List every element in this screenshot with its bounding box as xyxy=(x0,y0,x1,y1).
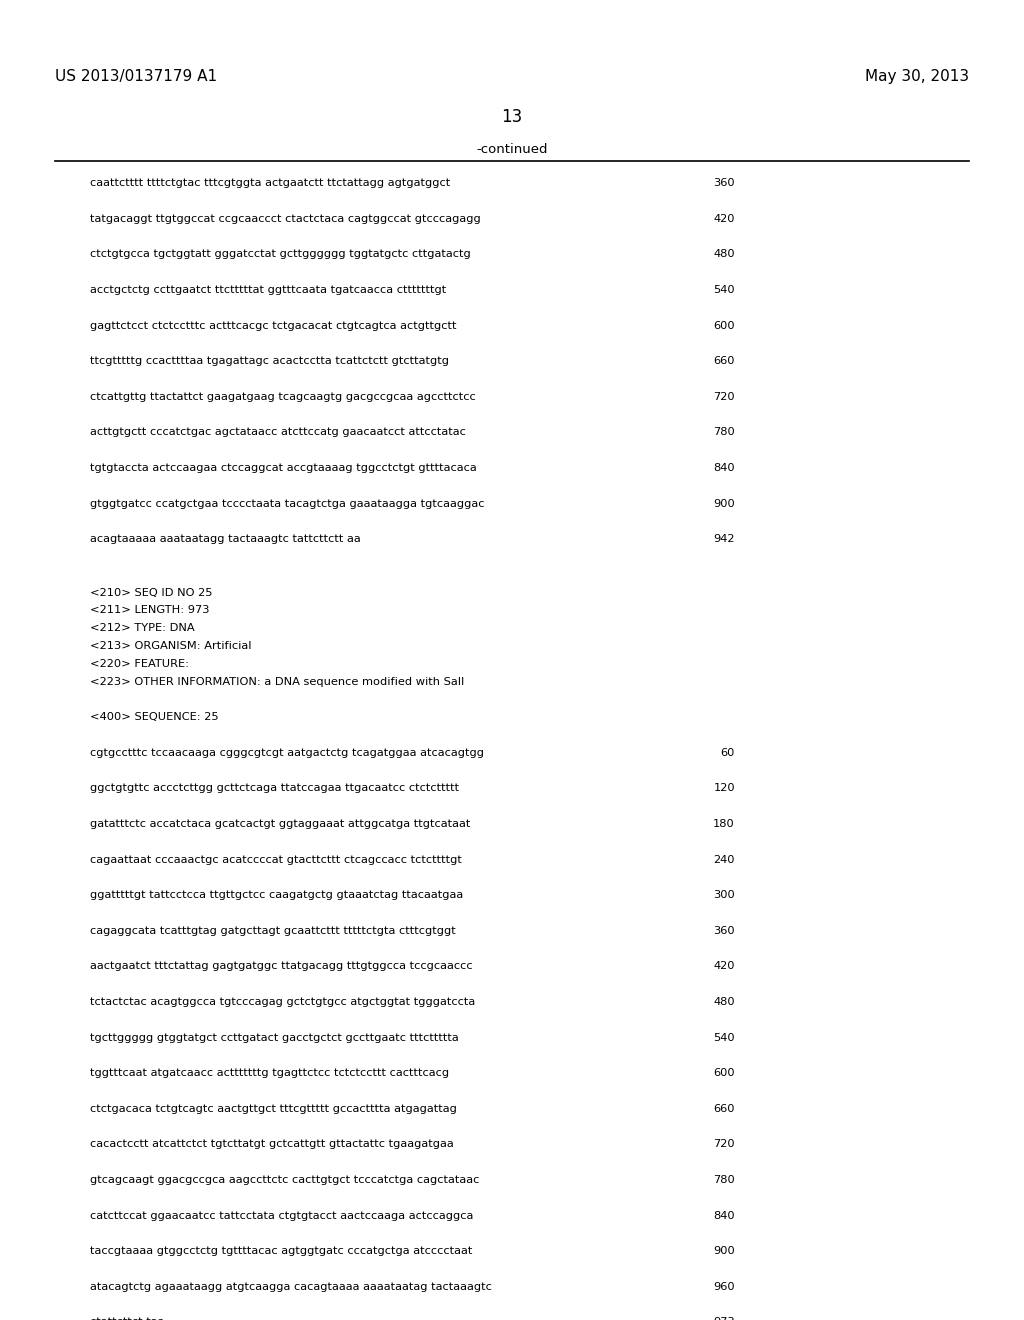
Text: ctattcttct taa: ctattcttct taa xyxy=(90,1317,165,1320)
Text: ctctgacaca tctgtcagtc aactgttgct tttcgttttt gccactttta atgagattag: ctctgacaca tctgtcagtc aactgttgct tttcgtt… xyxy=(90,1104,457,1114)
Text: acagtaaaaa aaataatagg tactaaagtc tattcttctt aa: acagtaaaaa aaataatagg tactaaagtc tattctt… xyxy=(90,535,360,544)
Text: US 2013/0137179 A1: US 2013/0137179 A1 xyxy=(55,69,217,83)
Text: 480: 480 xyxy=(714,249,735,260)
Text: acttgtgctt cccatctgac agctataacc atcttccatg gaacaatcct attcctatac: acttgtgctt cccatctgac agctataacc atcttcc… xyxy=(90,428,466,437)
Text: ggctgtgttc accctcttgg gcttctcaga ttatccagaa ttgacaatcc ctctcttttt: ggctgtgttc accctcttgg gcttctcaga ttatcca… xyxy=(90,783,459,793)
Text: 780: 780 xyxy=(714,428,735,437)
Text: 660: 660 xyxy=(714,356,735,366)
Text: catcttccat ggaacaatcc tattcctata ctgtgtacct aactccaaga actccaggca: catcttccat ggaacaatcc tattcctata ctgtgta… xyxy=(90,1210,473,1221)
Text: 60: 60 xyxy=(721,748,735,758)
Text: <210> SEQ ID NO 25: <210> SEQ ID NO 25 xyxy=(90,587,213,598)
Text: gagttctcct ctctcctttc actttcacgc tctgacacat ctgtcagtca actgttgctt: gagttctcct ctctcctttc actttcacgc tctgaca… xyxy=(90,321,457,330)
Text: <213> ORGANISM: Artificial: <213> ORGANISM: Artificial xyxy=(90,642,252,651)
Text: gtcagcaagt ggacgccgca aagccttctc cacttgtgct tcccatctga cagctataac: gtcagcaagt ggacgccgca aagccttctc cacttgt… xyxy=(90,1175,479,1185)
Text: 780: 780 xyxy=(714,1175,735,1185)
Text: 960: 960 xyxy=(714,1282,735,1292)
Text: 973: 973 xyxy=(714,1317,735,1320)
Text: 720: 720 xyxy=(714,392,735,401)
Text: ctcattgttg ttactattct gaagatgaag tcagcaagtg gacgccgcaa agccttctcc: ctcattgttg ttactattct gaagatgaag tcagcaa… xyxy=(90,392,476,401)
Text: tatgacaggt ttgtggccat ccgcaaccct ctactctaca cagtggccat gtcccagagg: tatgacaggt ttgtggccat ccgcaaccct ctactct… xyxy=(90,214,480,224)
Text: 900: 900 xyxy=(714,499,735,508)
Text: 900: 900 xyxy=(714,1246,735,1257)
Text: 240: 240 xyxy=(714,854,735,865)
Text: 13: 13 xyxy=(502,108,522,127)
Text: ctctgtgcca tgctggtatt gggatcctat gcttgggggg tggtatgctc cttgatactg: ctctgtgcca tgctggtatt gggatcctat gcttggg… xyxy=(90,249,471,260)
Text: ttcgtttttg ccacttttaa tgagattagc acactcctta tcattctctt gtcttatgtg: ttcgtttttg ccacttttaa tgagattagc acactcc… xyxy=(90,356,449,366)
Text: tctactctac acagtggcca tgtcccagag gctctgtgcc atgctggtat tgggatccta: tctactctac acagtggcca tgtcccagag gctctgt… xyxy=(90,997,475,1007)
Text: cacactcctt atcattctct tgtcttatgt gctcattgtt gttactattc tgaagatgaa: cacactcctt atcattctct tgtcttatgt gctcatt… xyxy=(90,1139,454,1150)
Text: ggatttttgt tattcctcca ttgttgctcc caagatgctg gtaaatctag ttacaatgaa: ggatttttgt tattcctcca ttgttgctcc caagatg… xyxy=(90,890,463,900)
Text: 180: 180 xyxy=(714,818,735,829)
Text: acctgctctg ccttgaatct ttctttttat ggtttcaata tgatcaacca ctttttttgt: acctgctctg ccttgaatct ttctttttat ggtttca… xyxy=(90,285,446,294)
Text: 540: 540 xyxy=(714,1032,735,1043)
Text: aactgaatct tttctattag gagtgatggc ttatgacagg tttgtggcca tccgcaaccc: aactgaatct tttctattag gagtgatggc ttatgac… xyxy=(90,961,473,972)
Text: <212> TYPE: DNA: <212> TYPE: DNA xyxy=(90,623,195,634)
Text: 840: 840 xyxy=(714,463,735,473)
Text: 300: 300 xyxy=(714,890,735,900)
Text: <223> OTHER INFORMATION: a DNA sequence modified with SalI: <223> OTHER INFORMATION: a DNA sequence … xyxy=(90,677,464,686)
Text: 660: 660 xyxy=(714,1104,735,1114)
Text: cgtgcctttc tccaacaaga cgggcgtcgt aatgactctg tcagatggaa atcacagtgg: cgtgcctttc tccaacaaga cgggcgtcgt aatgact… xyxy=(90,748,484,758)
Text: tgcttggggg gtggtatgct ccttgatact gacctgctct gccttgaatc tttcttttta: tgcttggggg gtggtatgct ccttgatact gacctgc… xyxy=(90,1032,459,1043)
Text: cagaattaat cccaaactgc acatccccat gtacttcttt ctcagccacc tctcttttgt: cagaattaat cccaaactgc acatccccat gtacttc… xyxy=(90,854,462,865)
Text: gtggtgatcc ccatgctgaa tcccctaata tacagtctga gaaataagga tgtcaaggac: gtggtgatcc ccatgctgaa tcccctaata tacagtc… xyxy=(90,499,484,508)
Text: 420: 420 xyxy=(714,961,735,972)
Text: tggtttcaat atgatcaacc actttttttg tgagttctcc tctctccttt cactttcacg: tggtttcaat atgatcaacc actttttttg tgagttc… xyxy=(90,1068,450,1078)
Text: atacagtctg agaaataagg atgtcaagga cacagtaaaa aaaataatag tactaaagtc: atacagtctg agaaataagg atgtcaagga cacagta… xyxy=(90,1282,492,1292)
Text: taccgtaaaa gtggcctctg tgttttacac agtggtgatc cccatgctga atcccctaat: taccgtaaaa gtggcctctg tgttttacac agtggtg… xyxy=(90,1246,472,1257)
Text: 600: 600 xyxy=(714,1068,735,1078)
Text: 480: 480 xyxy=(714,997,735,1007)
Text: <220> FEATURE:: <220> FEATURE: xyxy=(90,659,189,669)
Text: 720: 720 xyxy=(714,1139,735,1150)
Text: <400> SEQUENCE: 25: <400> SEQUENCE: 25 xyxy=(90,713,219,722)
Text: 540: 540 xyxy=(714,285,735,294)
Text: 120: 120 xyxy=(714,783,735,793)
Text: caattctttt ttttctgtac tttcgtggta actgaatctt ttctattagg agtgatggct: caattctttt ttttctgtac tttcgtggta actgaat… xyxy=(90,178,451,189)
Text: gatatttctc accatctaca gcatcactgt ggtaggaaat attggcatga ttgtcataat: gatatttctc accatctaca gcatcactgt ggtagga… xyxy=(90,818,470,829)
Text: 600: 600 xyxy=(714,321,735,330)
Text: 942: 942 xyxy=(714,535,735,544)
Text: May 30, 2013: May 30, 2013 xyxy=(865,69,969,83)
Text: 840: 840 xyxy=(714,1210,735,1221)
Text: <211> LENGTH: 973: <211> LENGTH: 973 xyxy=(90,606,210,615)
Text: 420: 420 xyxy=(714,214,735,224)
Text: cagaggcata tcatttgtag gatgcttagt gcaattcttt tttttctgta ctttcgtggt: cagaggcata tcatttgtag gatgcttagt gcaattc… xyxy=(90,925,456,936)
Text: -continued: -continued xyxy=(476,143,548,156)
Text: 360: 360 xyxy=(714,178,735,189)
Text: 360: 360 xyxy=(714,925,735,936)
Text: tgtgtaccta actccaagaa ctccaggcat accgtaaaag tggcctctgt gttttacaca: tgtgtaccta actccaagaa ctccaggcat accgtaa… xyxy=(90,463,477,473)
